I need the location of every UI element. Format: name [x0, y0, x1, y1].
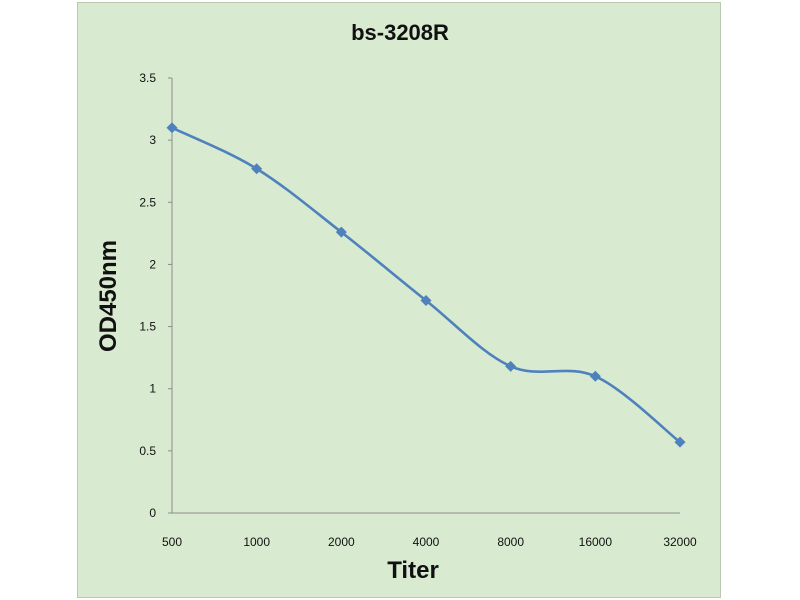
chart-panel	[77, 2, 721, 598]
x-tick-label: 8000	[497, 535, 524, 549]
data-point	[505, 360, 517, 372]
x-tick-label: 2000	[328, 535, 355, 549]
y-tick-label: 1	[149, 382, 156, 396]
x-tick-label: 1000	[243, 535, 270, 549]
y-tick-label: 2	[149, 257, 156, 271]
x-tick-label: 4000	[413, 535, 440, 549]
x-tick-label: 32000	[663, 535, 697, 549]
y-tick-label: 3	[149, 133, 156, 147]
y-tick-label: 1.5	[139, 320, 156, 334]
y-tick-label: 0	[149, 506, 156, 520]
y-tick-label: 3.5	[139, 71, 156, 85]
x-tick-label: 16000	[579, 535, 613, 549]
data-point	[335, 226, 347, 238]
data-point	[674, 436, 686, 448]
series-line	[171, 126, 681, 444]
data-point	[166, 122, 178, 134]
data-point	[420, 294, 432, 306]
chart-title: bs-3208R	[351, 20, 449, 45]
data-point	[589, 370, 601, 382]
x-tick-label: 500	[162, 535, 182, 549]
y-axis-title: OD450nm	[95, 240, 122, 352]
x-axis-title: Titer	[387, 557, 439, 584]
y-tick-label: 0.5	[139, 444, 156, 458]
y-tick-label: 2.5	[139, 195, 156, 209]
data-point	[251, 163, 263, 175]
